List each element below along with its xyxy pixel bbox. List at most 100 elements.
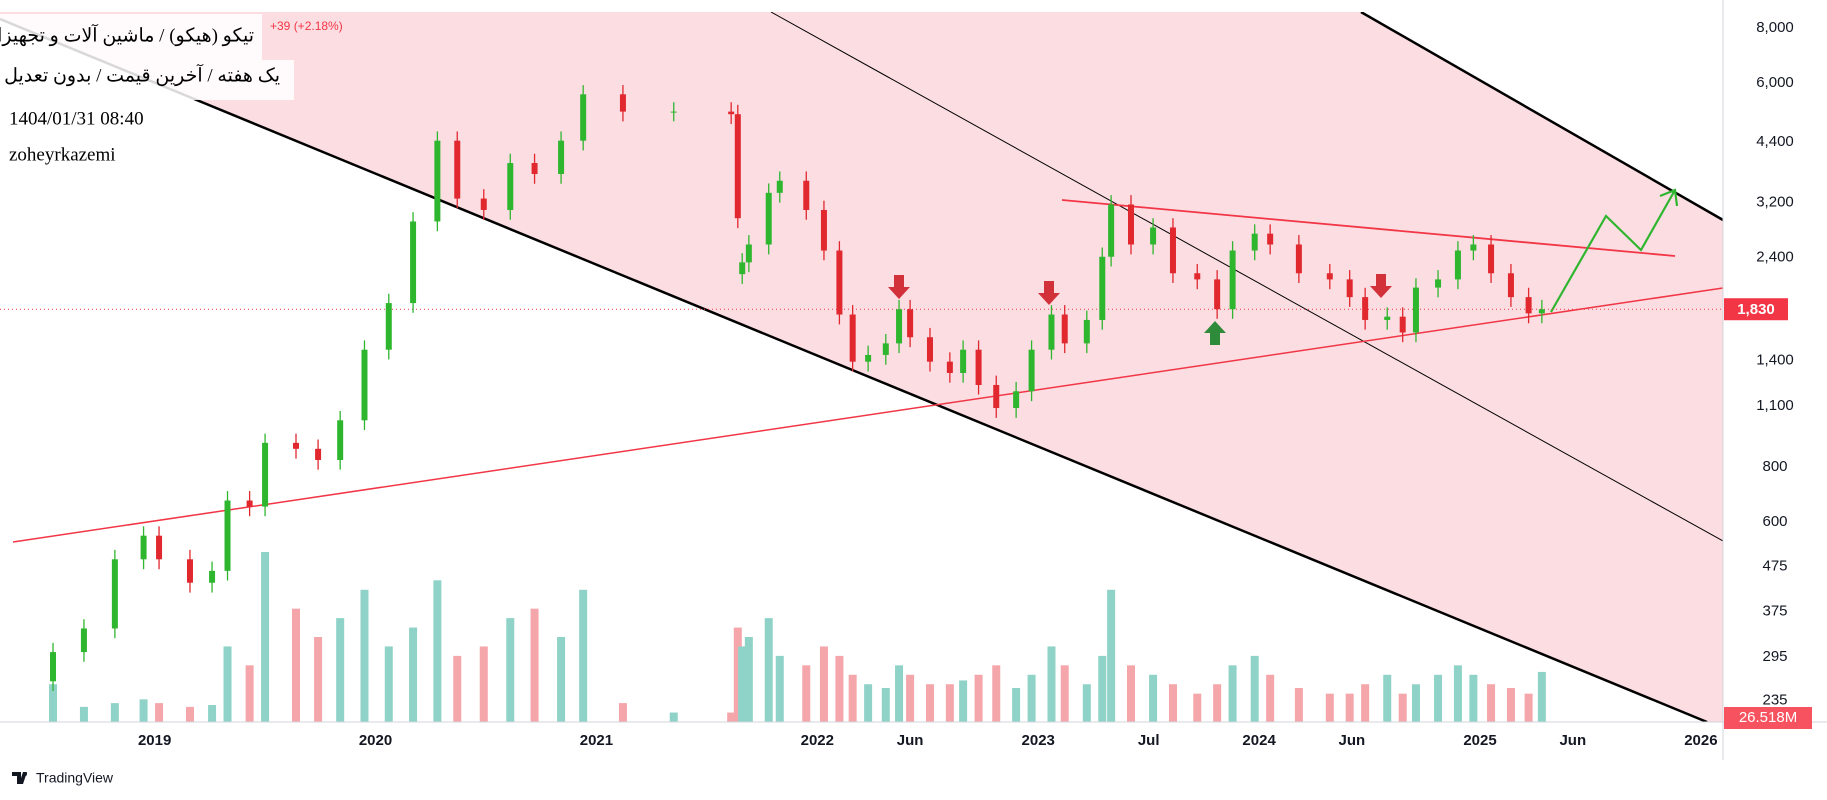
candle-body <box>1507 273 1514 298</box>
volume-bar <box>819 646 828 722</box>
legend-panel: تیکو (هیکو) / ماشین آلات و تجهیزات یک هف… <box>0 14 343 165</box>
candle-body <box>1267 233 1274 245</box>
y-tick-label: 4,400 <box>1756 133 1794 150</box>
volume-bar <box>1012 688 1021 722</box>
candle-body <box>186 559 193 583</box>
candle-body <box>558 140 565 174</box>
candle-body <box>975 349 982 385</box>
candle-body <box>480 198 487 210</box>
candle-body <box>1251 233 1258 251</box>
candle-body <box>1525 297 1532 314</box>
resistance-line <box>1061 199 1676 257</box>
candle-body <box>1538 309 1545 314</box>
volume-bar <box>959 680 968 722</box>
y-tick-label: 800 <box>1762 458 1787 475</box>
down-arrow <box>1038 281 1060 305</box>
candle-body <box>262 442 269 507</box>
volume-bar <box>1345 693 1354 722</box>
candle-body <box>1412 287 1419 333</box>
channel-middle <box>770 12 1723 542</box>
candle-body <box>1150 227 1157 245</box>
change-label: +39 (+2.18%) <box>270 19 343 33</box>
x-tick-label: 2023 <box>1022 732 1055 749</box>
volume-bar <box>139 699 148 722</box>
volume-bar <box>314 637 323 722</box>
volume-bar <box>1266 674 1275 722</box>
chart-subtitle: یک هفته / آخرین قیمت / بدون تعدیل <box>4 63 280 86</box>
candle-body <box>849 314 856 362</box>
volume-bar <box>764 618 773 722</box>
volume-bar <box>895 665 904 722</box>
volume-bar <box>618 703 627 722</box>
volume-bar <box>1126 665 1135 722</box>
volume-bar <box>1060 665 1069 722</box>
candle-body <box>80 628 87 653</box>
volume-bar <box>579 589 588 722</box>
x-tick-label: Jul <box>1138 732 1160 749</box>
legend-box <box>0 14 262 60</box>
candle-body <box>926 337 933 362</box>
candle-body <box>670 111 677 113</box>
chart-title: تیکو (هیکو) / ماشین آلات و تجهیزات <box>0 23 254 46</box>
candle-body <box>734 114 741 219</box>
candle-body <box>293 442 300 449</box>
x-tick-label: 2022 <box>801 732 834 749</box>
candle-layer <box>50 85 1545 692</box>
candle-body <box>1229 250 1236 310</box>
channel-lower <box>0 17 1708 722</box>
candle-body <box>882 343 889 355</box>
down-arrow <box>888 275 910 299</box>
candle-body <box>337 420 344 460</box>
candle-body <box>454 140 461 199</box>
brand-logo-dot <box>23 772 27 776</box>
candle-body <box>836 250 843 315</box>
volume-bar <box>1294 688 1303 722</box>
volume-bar <box>1027 674 1036 722</box>
candle-body <box>1488 244 1495 274</box>
candle-body <box>820 209 827 251</box>
plot-area <box>0 12 1723 722</box>
candle-body <box>765 192 772 245</box>
candle-body <box>1127 204 1134 245</box>
candle-body <box>1083 319 1090 344</box>
signal-arrows <box>888 274 1392 345</box>
candle-body <box>946 361 953 373</box>
candle-body <box>1028 349 1035 392</box>
candle-body <box>1362 297 1369 320</box>
volume-bar <box>992 665 1001 722</box>
projection-arrowhead <box>1659 188 1679 207</box>
volume-bar <box>79 706 88 722</box>
volume-bar <box>1250 655 1259 722</box>
x-tick-label: 2025 <box>1463 732 1496 749</box>
volume-bar <box>733 627 742 722</box>
legend-box <box>0 100 162 140</box>
volume-bar <box>864 684 873 722</box>
candle-body <box>960 349 967 373</box>
volume-bar <box>744 637 753 722</box>
candle-body <box>1108 204 1115 257</box>
y-tick-label: 3,200 <box>1756 194 1794 211</box>
x-tick-label: 2020 <box>359 732 392 749</box>
volume-bar <box>802 665 811 722</box>
volume-label-box <box>1724 707 1812 729</box>
candle-body <box>1214 279 1221 310</box>
candle-body <box>531 163 538 174</box>
down-arrow <box>1370 274 1392 298</box>
volume-bar <box>453 655 462 722</box>
candle-body <box>803 180 810 210</box>
volume-bar <box>557 637 566 722</box>
volume-bar <box>1537 671 1546 722</box>
candle-body <box>776 180 783 193</box>
volume-bar <box>1506 688 1515 722</box>
x-tick-label: 2021 <box>580 732 613 749</box>
y-tick-label: 1,100 <box>1756 397 1794 414</box>
y-tick-label: 1,400 <box>1756 351 1794 368</box>
author: zoheyrkazemi <box>9 144 116 165</box>
candle-body <box>1346 279 1353 298</box>
candle-body <box>1169 227 1176 274</box>
volume-bar <box>208 705 217 722</box>
volume-bar <box>479 646 488 722</box>
candle-body <box>1061 314 1068 344</box>
x-tick-label: 2024 <box>1242 732 1276 749</box>
volume-bar <box>1149 674 1158 722</box>
